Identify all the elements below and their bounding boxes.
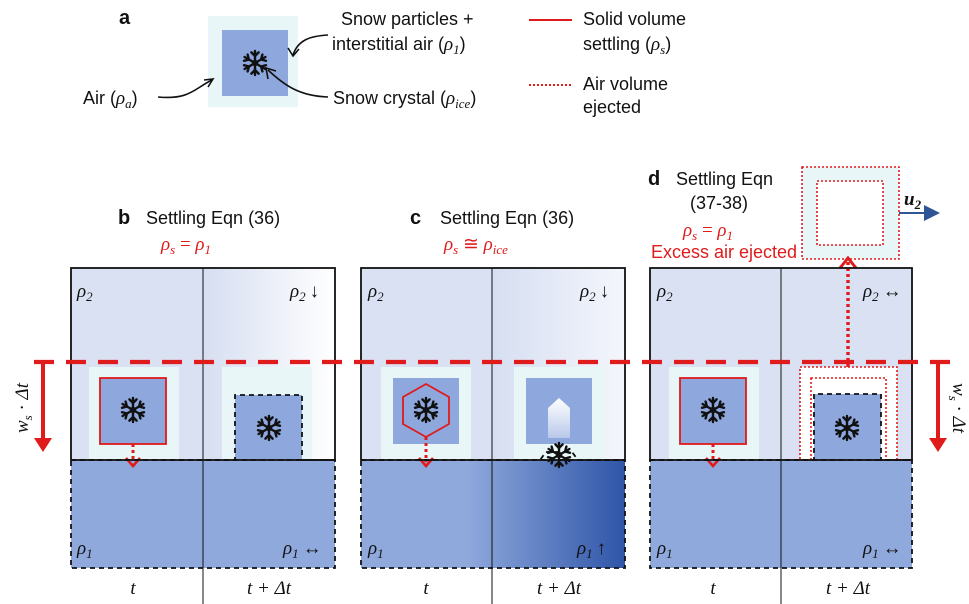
b-top-right-density: ρ2 ↓ <box>289 281 319 304</box>
c-time-left: t <box>423 578 429 599</box>
panel-b-title: Settling Eqn (36) <box>146 208 280 228</box>
panel-c-condition: ρs ≅ ρice <box>443 234 508 257</box>
panel-d-excess-note: Excess air ejected <box>651 242 797 262</box>
d-velocity-label: u2 <box>904 189 922 212</box>
air-callout-arrow <box>157 79 213 99</box>
panel-d-title-line1: Settling Eqn <box>676 169 773 189</box>
d-top-right-density: ρ2 ↔ <box>862 281 902 304</box>
left-settling-arrow <box>34 362 52 452</box>
panel-b-label: b <box>118 207 130 229</box>
panel-c-title: Settling Eqn (36) <box>440 208 574 228</box>
b-time-right: t + Δt <box>247 578 292 599</box>
c-time-right: t + Δt <box>537 578 582 599</box>
particles-callout-arrow <box>292 34 329 56</box>
right-settling-label: ws · Δt <box>946 383 969 434</box>
b-bottom-left-density: ρ1 <box>76 538 93 561</box>
d-top-left-density: ρ2 <box>656 281 673 304</box>
crystal-callout-arrow <box>267 69 329 98</box>
d-time-left: t <box>710 578 716 599</box>
air-ejected-label-line2: ejected <box>583 97 641 117</box>
air-ejected-label-line1: Air volume <box>583 74 668 94</box>
panel-d-title-line2: (37-38) <box>690 193 748 213</box>
panel-b-condition: ρs = ρ1 <box>160 234 211 257</box>
panel-b: b Settling Eqn (36) ρs = ρ1 ρ2 ρ2 ↓ ρ1 ρ1… <box>70 207 336 604</box>
panel-a-label: a <box>119 7 131 29</box>
snow-particles-label-line1: Snow particles + <box>341 9 474 29</box>
b-time-left: t <box>130 578 136 599</box>
snow-crystal-label: Snow crystal (ρice) <box>333 88 476 111</box>
c-crystal-remnant <box>548 398 570 438</box>
c-top-left-density: ρ2 <box>367 281 384 304</box>
solid-volume-label-line1: Solid volume <box>583 9 686 29</box>
panel-d-condition: ρs = ρ1 <box>682 220 733 243</box>
legend-panel-a: a Air (ρa) Snow particles + interstitial… <box>83 7 686 117</box>
b-top-left-density: ρ2 <box>76 281 93 304</box>
b-bottom-right-density: ρ1 ↔ <box>282 538 322 561</box>
c-bottom-left-density: ρ1 <box>367 538 384 561</box>
c-top-right-density: ρ2 ↓ <box>579 281 609 304</box>
solid-volume-label-line2: settling (ρs) <box>583 34 671 57</box>
d-bottom-left-density: ρ1 <box>656 538 673 561</box>
panel-d: d Settling Eqn (37-38) ρs = ρ1 Excess ai… <box>648 166 940 604</box>
panel-d-label: d <box>648 168 660 190</box>
panel-c: c Settling Eqn (36) ρs ≅ ρice ρ2 ρ2 ↓ ρ1 … <box>360 207 626 604</box>
d-bottom-right-density: ρ1 ↔ <box>862 538 902 561</box>
snow-particles-label-line2: interstitial air (ρ1) <box>332 34 466 57</box>
d-time-right: t + Δt <box>826 578 871 599</box>
right-settling-arrow <box>929 362 947 452</box>
panel-c-label: c <box>410 207 421 229</box>
air-label: Air (ρa) <box>83 88 138 111</box>
left-settling-label: ws · Δt <box>12 382 35 433</box>
c-bottom-right-density: ρ1 ↑ <box>576 538 606 561</box>
